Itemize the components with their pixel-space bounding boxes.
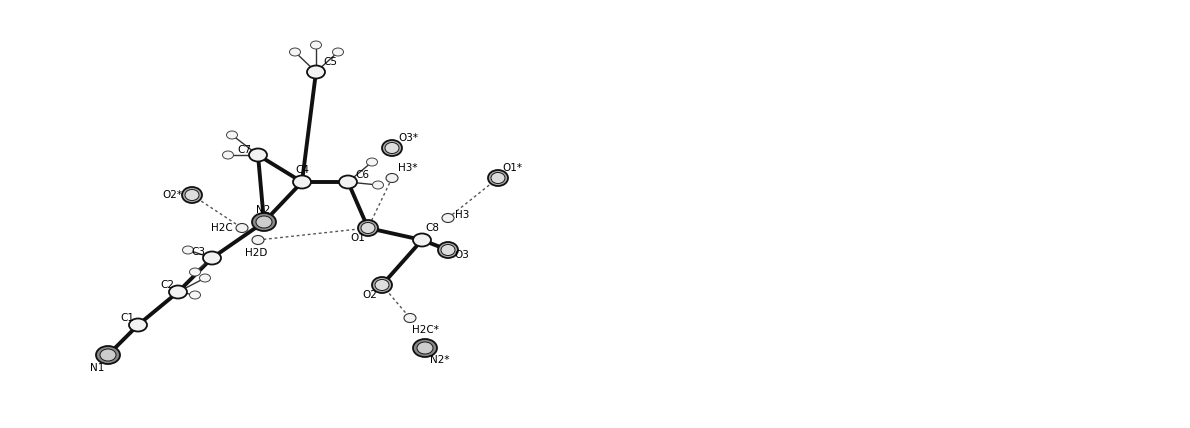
- Ellipse shape: [289, 48, 301, 56]
- Text: C8: C8: [425, 223, 439, 233]
- Text: N1: N1: [89, 363, 105, 373]
- Ellipse shape: [438, 242, 458, 258]
- Ellipse shape: [367, 158, 377, 166]
- Ellipse shape: [252, 213, 276, 231]
- Ellipse shape: [226, 131, 238, 139]
- Text: C1: C1: [120, 313, 134, 323]
- Ellipse shape: [372, 181, 383, 189]
- Text: C2: C2: [159, 280, 174, 290]
- Text: O2*: O2*: [162, 190, 182, 200]
- Ellipse shape: [386, 143, 399, 154]
- Text: C4: C4: [295, 165, 309, 175]
- Text: O3: O3: [455, 250, 469, 260]
- Ellipse shape: [129, 318, 148, 332]
- Ellipse shape: [441, 244, 455, 256]
- Ellipse shape: [332, 48, 344, 56]
- Ellipse shape: [382, 140, 402, 156]
- Ellipse shape: [339, 175, 357, 188]
- Ellipse shape: [372, 277, 392, 293]
- Text: H2D: H2D: [245, 248, 268, 258]
- Ellipse shape: [203, 252, 221, 265]
- Text: H2C*: H2C*: [412, 325, 438, 335]
- Text: C3: C3: [192, 247, 205, 257]
- Ellipse shape: [413, 339, 437, 357]
- Ellipse shape: [256, 216, 273, 228]
- Ellipse shape: [307, 65, 325, 78]
- Text: H3*: H3*: [399, 163, 418, 173]
- Ellipse shape: [223, 151, 233, 159]
- Text: O1*: O1*: [502, 163, 522, 173]
- Text: H2C: H2C: [211, 223, 233, 233]
- Text: O1: O1: [351, 233, 365, 243]
- Ellipse shape: [189, 268, 200, 276]
- Ellipse shape: [189, 291, 200, 299]
- Ellipse shape: [252, 235, 264, 244]
- Text: O3*: O3*: [397, 133, 418, 143]
- Text: C5: C5: [322, 57, 337, 67]
- Ellipse shape: [184, 190, 199, 200]
- Ellipse shape: [403, 313, 416, 323]
- Text: O2: O2: [363, 290, 377, 300]
- Text: N2: N2: [256, 205, 270, 215]
- Ellipse shape: [361, 223, 375, 234]
- Ellipse shape: [488, 170, 508, 186]
- Ellipse shape: [182, 246, 194, 254]
- Ellipse shape: [441, 214, 455, 223]
- Ellipse shape: [96, 346, 120, 364]
- Text: C7: C7: [237, 145, 251, 155]
- Ellipse shape: [358, 220, 378, 236]
- Ellipse shape: [236, 223, 248, 232]
- Text: H3: H3: [455, 210, 469, 220]
- Ellipse shape: [182, 187, 202, 203]
- Ellipse shape: [293, 175, 311, 188]
- Text: N2*: N2*: [431, 355, 450, 365]
- Ellipse shape: [249, 149, 267, 161]
- Ellipse shape: [311, 41, 321, 49]
- Ellipse shape: [416, 342, 433, 354]
- Ellipse shape: [100, 349, 115, 361]
- Text: C6: C6: [355, 170, 369, 180]
- Ellipse shape: [386, 173, 397, 182]
- Ellipse shape: [491, 172, 505, 184]
- Ellipse shape: [413, 234, 431, 247]
- Ellipse shape: [200, 274, 211, 282]
- Ellipse shape: [375, 279, 389, 291]
- Ellipse shape: [169, 285, 187, 298]
